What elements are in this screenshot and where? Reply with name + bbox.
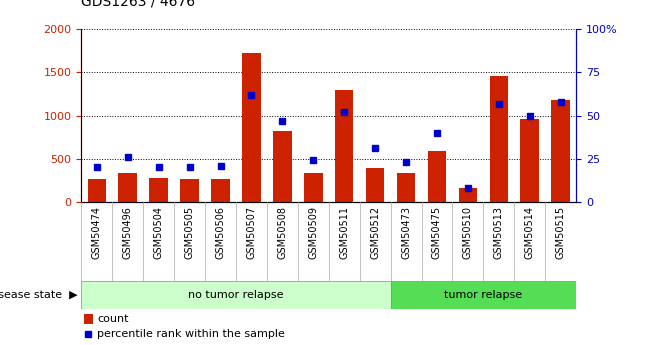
Text: GSM50475: GSM50475: [432, 206, 442, 259]
Bar: [81, 281, 391, 309]
Text: GSM50496: GSM50496: [123, 206, 133, 259]
Text: GSM50513: GSM50513: [494, 206, 504, 259]
Text: GSM50507: GSM50507: [247, 206, 256, 259]
Bar: [551, 100, 570, 202]
Bar: [396, 173, 415, 202]
Text: GSM50515: GSM50515: [556, 206, 566, 259]
Bar: [428, 151, 447, 202]
Bar: [87, 179, 106, 202]
Text: GSM50510: GSM50510: [463, 206, 473, 259]
Bar: [150, 178, 168, 202]
Bar: [118, 172, 137, 202]
Bar: [490, 76, 508, 202]
Bar: [458, 188, 477, 202]
Text: GSM50511: GSM50511: [339, 206, 349, 259]
Bar: [391, 281, 576, 309]
Bar: [521, 119, 539, 202]
Text: GSM50504: GSM50504: [154, 206, 163, 259]
Text: GSM50514: GSM50514: [525, 206, 534, 259]
Bar: [366, 168, 384, 202]
Text: GSM50512: GSM50512: [370, 206, 380, 259]
Bar: [304, 172, 323, 202]
Bar: [273, 131, 292, 202]
Text: disease state  ▶: disease state ▶: [0, 290, 78, 300]
Text: GSM50509: GSM50509: [309, 206, 318, 259]
Bar: [335, 90, 353, 202]
Text: GSM50474: GSM50474: [92, 206, 102, 259]
Bar: [84, 314, 92, 324]
Bar: [211, 179, 230, 202]
Text: GSM50505: GSM50505: [185, 206, 195, 259]
Text: count: count: [97, 314, 129, 324]
Bar: [180, 179, 199, 202]
Text: GSM50506: GSM50506: [215, 206, 225, 259]
Text: GSM50508: GSM50508: [277, 206, 287, 259]
Text: GSM50473: GSM50473: [401, 206, 411, 259]
Bar: [242, 53, 260, 202]
Text: GDS1263 / 4676: GDS1263 / 4676: [81, 0, 195, 9]
Text: no tumor relapse: no tumor relapse: [188, 290, 284, 300]
Text: percentile rank within the sample: percentile rank within the sample: [97, 329, 285, 339]
Text: tumor relapse: tumor relapse: [444, 290, 523, 300]
